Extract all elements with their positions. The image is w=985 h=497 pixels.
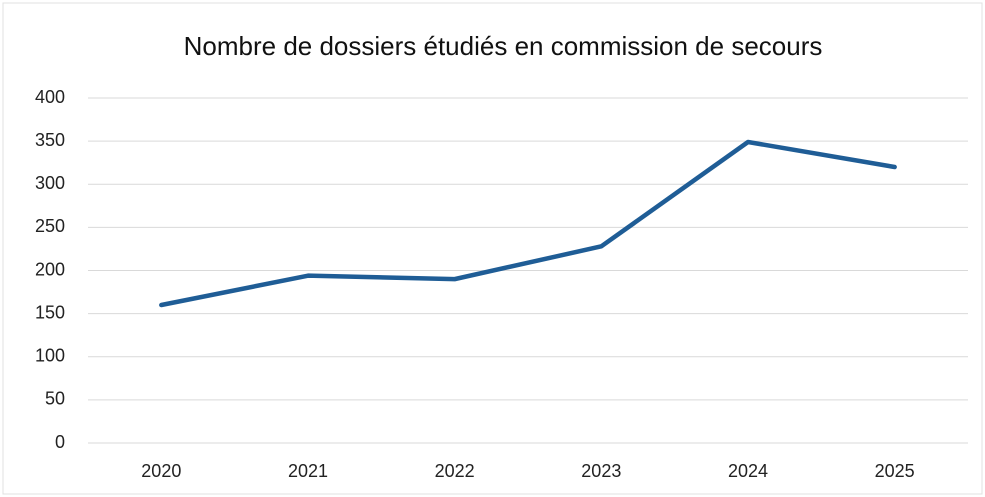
x-tick-label: 2021 <box>288 461 328 481</box>
x-tick-label: 2025 <box>875 461 915 481</box>
y-tick-label: 400 <box>35 87 65 107</box>
x-tick-label: 2024 <box>728 461 768 481</box>
chart-title: Nombre de dossiers étudiés en commission… <box>184 31 823 61</box>
y-tick-label: 0 <box>55 432 65 452</box>
y-tick-label: 300 <box>35 173 65 193</box>
y-tick-label: 50 <box>45 389 65 409</box>
y-tick-label: 100 <box>35 346 65 366</box>
y-tick-label: 350 <box>35 130 65 150</box>
y-tick-label: 200 <box>35 259 65 279</box>
x-tick-label: 2020 <box>141 461 181 481</box>
data-line <box>159 139 897 308</box>
y-tick-label: 250 <box>35 216 65 236</box>
x-tick-label: 2023 <box>581 461 621 481</box>
x-tick-label: 2022 <box>435 461 475 481</box>
y-tick-label: 150 <box>35 302 65 322</box>
